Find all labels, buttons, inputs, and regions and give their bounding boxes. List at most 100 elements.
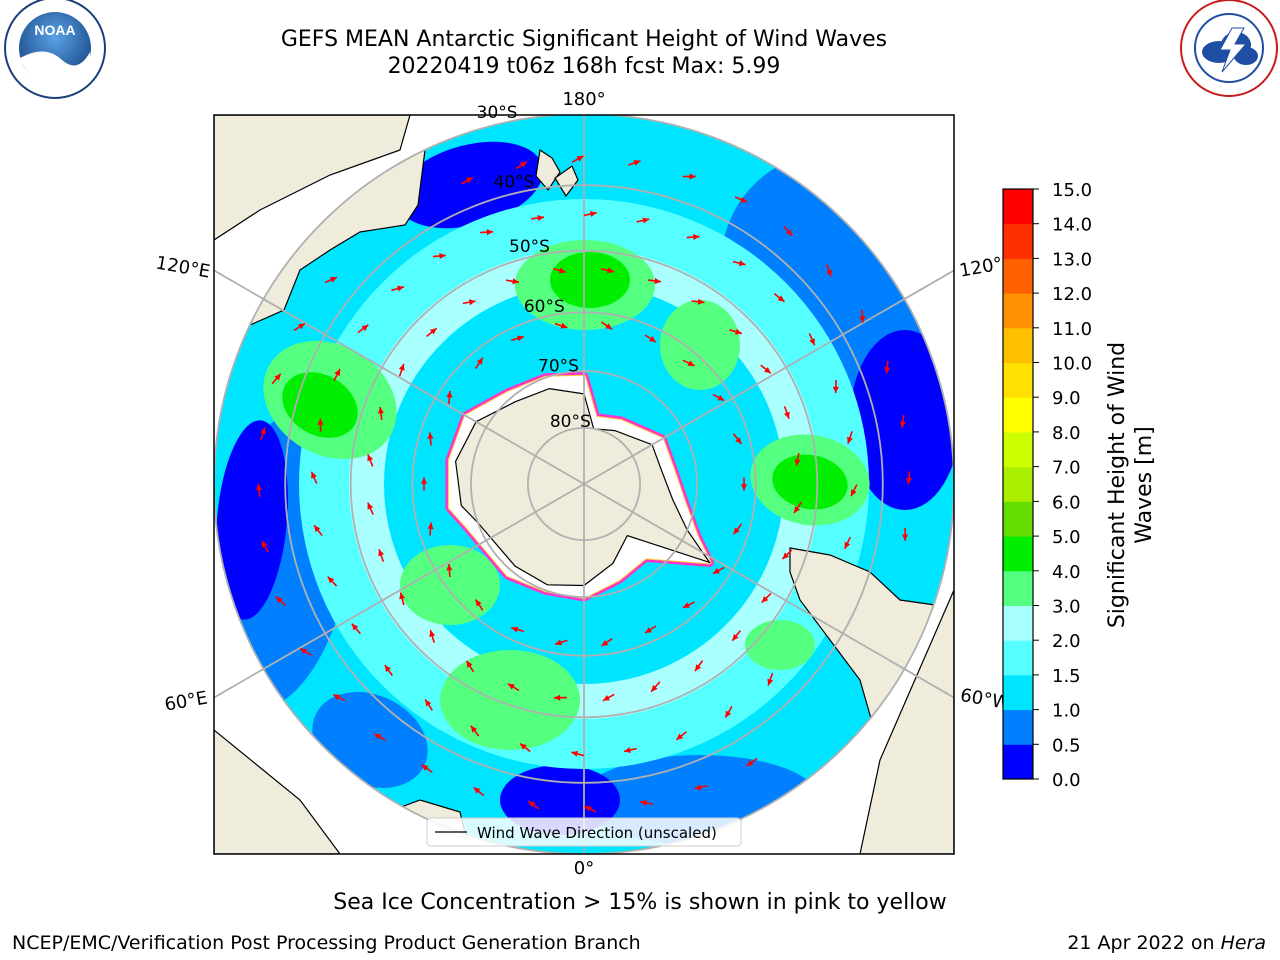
wave-arrow [465, 660, 475, 673]
wave-arrow [432, 253, 446, 259]
wave-arrow [507, 683, 520, 692]
latitude-label: 30°S [477, 103, 518, 123]
wave-arrow [271, 373, 282, 385]
wave-arrow [760, 364, 772, 374]
meridian-line [214, 269, 585, 485]
wave-arrow [623, 747, 637, 753]
wave-arrow [429, 629, 436, 643]
wave-zone-calm [850, 330, 954, 510]
longitude-label: 120°E [154, 252, 212, 282]
wave-arrow [519, 742, 531, 753]
wave-arrow [601, 267, 615, 274]
wave-arrow [377, 406, 384, 420]
longitude-label: 60°E [163, 687, 209, 715]
wave-arrow [554, 639, 568, 646]
latitude-label: 80°S [550, 412, 591, 432]
colorbar-swatch [1003, 327, 1033, 364]
wave-arrow [293, 322, 306, 332]
colorbar-swatch [1003, 189, 1033, 225]
colorbar-swatch [1003, 258, 1033, 294]
map-frame [213, 114, 955, 855]
wave-arrow [446, 563, 453, 578]
colorbar-tick-label: 9.0 [1052, 388, 1081, 409]
colorbar-swatch [1003, 223, 1033, 259]
colorbar-swatch [1003, 744, 1033, 780]
wave-arrow [639, 799, 654, 806]
wave-zone-peak [772, 454, 848, 510]
wave-arrow [299, 647, 312, 656]
wave-arrow [357, 324, 369, 334]
wave-arrow [767, 672, 774, 686]
wave-arrow [505, 278, 520, 285]
wave-arrow [391, 285, 405, 292]
corner-land-africa [214, 729, 341, 854]
wave-arrow [902, 527, 909, 541]
wave-arrow [826, 264, 832, 277]
wave-zone-high [745, 620, 815, 670]
wave-arrow [732, 433, 743, 445]
colorbar-tick-label: 5.0 [1052, 527, 1081, 548]
colorbar-swatch [1003, 709, 1033, 745]
wave-arrow [686, 234, 700, 241]
wave-arrow [732, 523, 743, 535]
wave-arrow [694, 660, 704, 672]
wave-arrow [427, 522, 434, 536]
wave-arrow [675, 731, 687, 741]
meridian-line [583, 483, 954, 699]
wave-arrow [746, 757, 758, 767]
wave-arrow [832, 380, 839, 394]
wave-arrow [256, 483, 263, 497]
wave-arrow [571, 155, 584, 163]
meridian-line [214, 483, 585, 699]
colorbar-tick-label: 12.0 [1052, 284, 1092, 305]
wave-arrow [850, 484, 858, 497]
wave-arrow [584, 805, 597, 813]
wave-arrow [398, 363, 405, 377]
longitude-label: 0° [574, 858, 594, 879]
wave-arrow [511, 335, 525, 342]
noaa-logo: NOAA [4, 0, 106, 99]
wave-arrow [511, 626, 525, 633]
wave-arrow [470, 725, 480, 737]
wave-arrow [783, 406, 790, 419]
wave-arrow [260, 427, 266, 441]
wave-arrow [644, 625, 657, 634]
wave-arrow [905, 471, 912, 485]
noaa-wordmark: NOAA [34, 22, 75, 38]
host-name: Hera [1220, 932, 1266, 954]
wave-arrow [781, 549, 793, 560]
colorbar-swatch [1003, 293, 1033, 329]
wave-arrow [793, 501, 802, 514]
wave-zone-calm [396, 141, 544, 229]
colorbar-tick-label: 4.0 [1052, 562, 1081, 583]
wave-zone-calm [216, 420, 288, 620]
wave-zone-high [440, 650, 580, 750]
wave-arrow [734, 196, 748, 203]
cloud-lightning-icon [1202, 27, 1258, 73]
colorbar-label-line1: Significant Height of Wind [1105, 342, 1130, 628]
antarctica-land [454, 387, 711, 587]
wave-arrow [712, 566, 725, 575]
wave-arrow [808, 333, 816, 346]
generation-date: 21 Apr 2022 on Hera [1067, 932, 1266, 954]
wave-arrow [731, 630, 742, 642]
colorbar-swatch [1003, 536, 1033, 572]
wave-arrow [474, 599, 484, 611]
wave-arrow [884, 360, 891, 374]
wave-arrow [583, 211, 597, 217]
wave-arrow [531, 215, 545, 221]
wave-arrow [553, 694, 567, 701]
wave-arrow [724, 705, 733, 719]
colorbar-swatch [1003, 570, 1033, 606]
wave-arrow [694, 784, 708, 791]
colorbar-swatch [1003, 397, 1033, 433]
colorbar-tick-label: 14.0 [1052, 215, 1092, 236]
wave-arrow [378, 549, 385, 562]
wave-arrow [682, 601, 695, 609]
latitude-label: 70°S [538, 357, 579, 377]
wave-arrow [373, 733, 386, 741]
wave-arrow [473, 786, 485, 797]
corner-land-south-america [859, 589, 954, 854]
wave-arrow [682, 359, 695, 367]
